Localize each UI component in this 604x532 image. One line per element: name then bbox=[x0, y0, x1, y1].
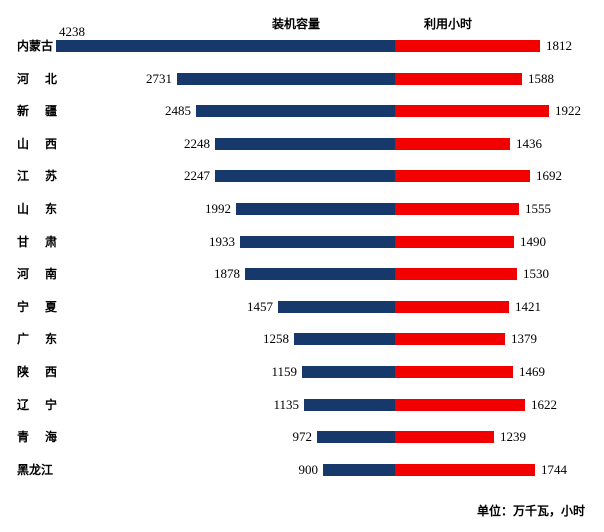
capacity-bar bbox=[240, 236, 395, 248]
capacity-bar bbox=[177, 73, 395, 85]
category-label: 广东 bbox=[17, 332, 57, 346]
capacity-value: 972 bbox=[292, 429, 313, 444]
hours-bar bbox=[395, 301, 509, 313]
capacity-value: 1933 bbox=[209, 234, 235, 249]
capacity-value: 4238 bbox=[59, 24, 85, 39]
hours-bar bbox=[395, 236, 514, 248]
hours-value: 1490 bbox=[520, 234, 546, 249]
hours-bar bbox=[395, 105, 549, 117]
category-label: 青海 bbox=[17, 430, 57, 444]
category-label: 宁夏 bbox=[17, 300, 57, 314]
hours-series-header: 利用小时 bbox=[423, 17, 473, 31]
hours-bar bbox=[395, 138, 510, 150]
hours-bar bbox=[395, 40, 540, 52]
category-label: 山西 bbox=[17, 137, 57, 151]
category-label: 辽宁 bbox=[17, 398, 57, 412]
hours-value: 1379 bbox=[511, 331, 537, 346]
hours-value: 1421 bbox=[515, 299, 541, 314]
hours-value: 1588 bbox=[528, 71, 554, 86]
hours-bar bbox=[395, 366, 513, 378]
hours-value: 1469 bbox=[519, 364, 545, 379]
hours-bar bbox=[395, 170, 530, 182]
hours-value: 1812 bbox=[546, 38, 572, 53]
unit-note: 单位：万千瓦，小时 bbox=[476, 504, 585, 518]
capacity-bar bbox=[56, 40, 395, 52]
category-label: 江苏 bbox=[17, 169, 57, 183]
category-label: 甘肃 bbox=[17, 235, 57, 249]
capacity-value: 1457 bbox=[247, 299, 273, 314]
capacity-bar bbox=[323, 464, 395, 476]
hours-bar bbox=[395, 431, 494, 443]
hours-value: 1555 bbox=[525, 201, 551, 216]
hours-value: 1530 bbox=[523, 266, 549, 281]
hours-bar bbox=[395, 203, 519, 215]
hours-bar bbox=[395, 399, 525, 411]
hours-bar bbox=[395, 73, 522, 85]
hours-value: 1239 bbox=[500, 429, 526, 444]
hours-bar bbox=[395, 268, 517, 280]
capacity-value: 1159 bbox=[271, 364, 297, 379]
capacity-value: 2247 bbox=[184, 168, 210, 183]
hours-value: 1436 bbox=[516, 136, 542, 151]
capacity-value: 1135 bbox=[273, 397, 299, 412]
capacity-bar bbox=[245, 268, 395, 280]
capacity-bar bbox=[278, 301, 395, 313]
category-label: 河南 bbox=[17, 267, 57, 281]
hours-bar bbox=[395, 464, 535, 476]
capacity-value: 1878 bbox=[214, 266, 240, 281]
capacity-bar bbox=[304, 399, 395, 411]
capacity-series-header: 装机容量 bbox=[271, 17, 321, 31]
hours-bar bbox=[395, 333, 505, 345]
capacity-value: 2485 bbox=[165, 103, 191, 118]
capacity-bar bbox=[294, 333, 395, 345]
capacity-bar bbox=[196, 105, 395, 117]
capacity-value: 900 bbox=[298, 462, 319, 477]
category-label: 陕西 bbox=[17, 365, 57, 379]
capacity-bar bbox=[317, 431, 395, 443]
category-label: 内蒙古 bbox=[17, 39, 54, 53]
capacity-value: 1992 bbox=[205, 201, 231, 216]
hours-value: 1922 bbox=[555, 103, 581, 118]
category-label: 黑龙江 bbox=[17, 463, 54, 477]
hours-value: 1744 bbox=[541, 462, 567, 477]
capacity-bar bbox=[302, 366, 395, 378]
hours-value: 1692 bbox=[536, 168, 562, 183]
capacity-value: 2731 bbox=[146, 71, 172, 86]
capacity-value: 1258 bbox=[263, 331, 289, 346]
capacity-value: 2248 bbox=[184, 136, 210, 151]
capacity-bar bbox=[236, 203, 395, 215]
category-label: 新疆 bbox=[17, 104, 57, 118]
capacity-bar bbox=[215, 170, 395, 182]
category-label: 河北 bbox=[17, 72, 57, 86]
hours-value: 1622 bbox=[531, 397, 557, 412]
category-label: 山东 bbox=[17, 202, 57, 216]
capacity-bar bbox=[215, 138, 395, 150]
